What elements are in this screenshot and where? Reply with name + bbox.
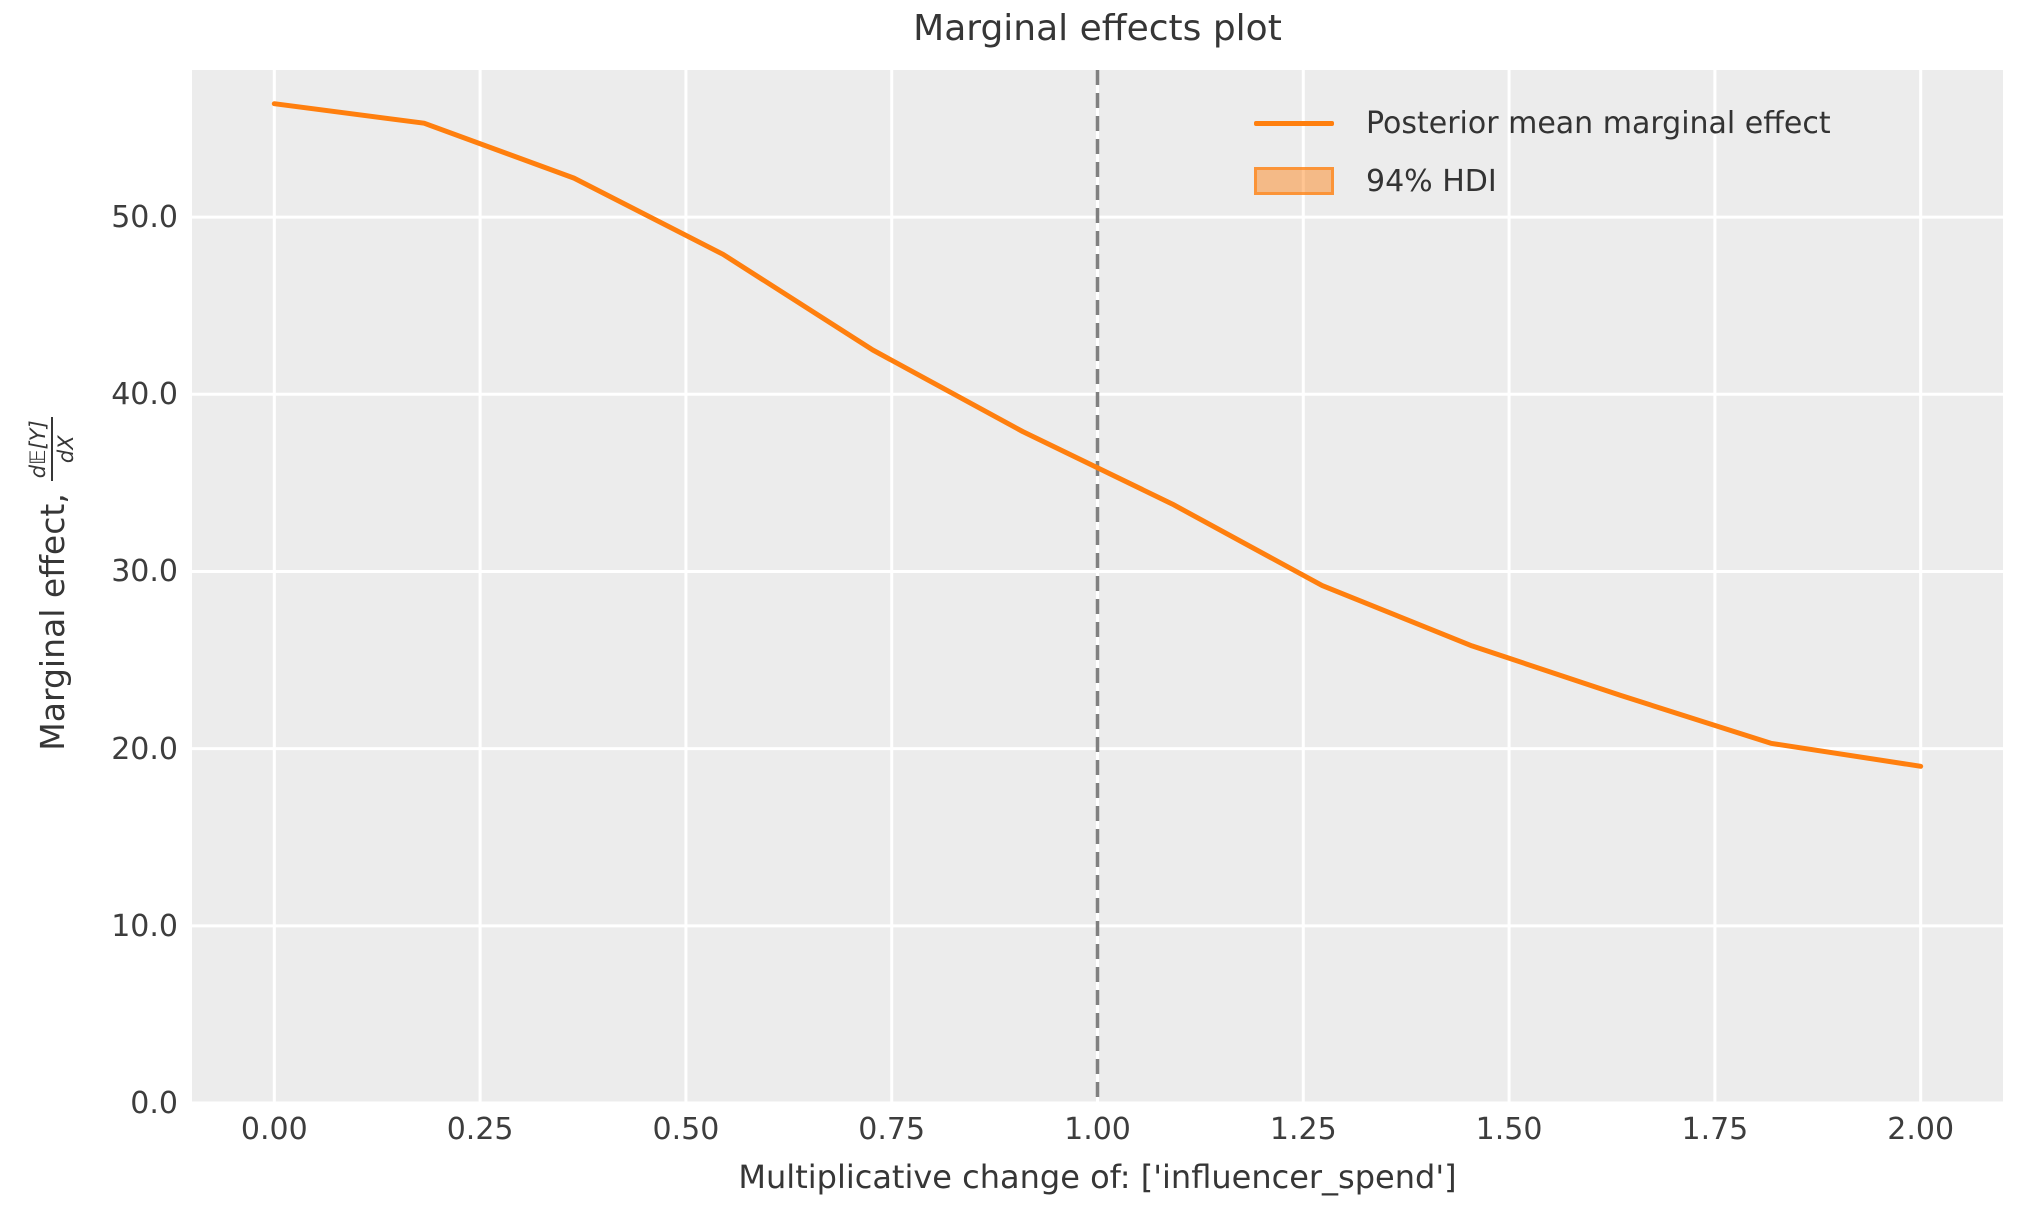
y-tick-label: 40.0 <box>111 377 178 413</box>
y-axis-label-fraction: d𝔼[Y] dX <box>25 417 78 482</box>
legend-item-hdi: 94% HDI <box>1254 152 1831 210</box>
legend-hdi-swatch <box>1254 167 1334 195</box>
x-tick-label: 1.50 <box>1475 1112 1543 1147</box>
legend-item-mean: Posterior mean marginal effect <box>1254 94 1831 152</box>
y-tick-label: 0.0 <box>130 1086 178 1121</box>
x-tick-label: 0.75 <box>858 1112 926 1147</box>
y-tick-label: 50.0 <box>111 200 178 236</box>
x-axis-label: Multiplicative change of: ['influencer_s… <box>738 1158 1457 1196</box>
fraction-denominator: dX <box>54 435 78 464</box>
x-tick-label: 0.50 <box>652 1112 720 1147</box>
legend-line-swatch <box>1254 120 1334 126</box>
plot-canvas <box>192 70 2003 1103</box>
x-tick-label: 0.25 <box>446 1112 514 1147</box>
y-tick-label: 10.0 <box>111 908 178 944</box>
y-tick-label: 30.0 <box>111 554 178 590</box>
x-tick-label: 2.00 <box>1887 1112 1955 1147</box>
y-axis-label-text: Marginal effect, <box>32 493 72 751</box>
posterior-mean-line <box>271 101 1924 769</box>
legend-label-hdi: 94% HDI <box>1366 163 1497 199</box>
legend-label-mean: Posterior mean marginal effect <box>1366 105 1831 141</box>
legend: Posterior mean marginal effect 94% HDI <box>1254 94 1831 210</box>
x-tick-label: 1.25 <box>1269 1112 1337 1147</box>
x-tick-label: 1.00 <box>1064 1112 1131 1147</box>
x-tick-label: 1.75 <box>1681 1112 1749 1147</box>
chart-title: Marginal effects plot <box>913 8 1282 49</box>
plot-area: Posterior mean marginal effect 94% HDI <box>192 70 2003 1103</box>
y-tick-label: 20.0 <box>111 731 178 767</box>
fraction-numerator: d𝔼[Y] <box>25 417 53 482</box>
x-tick-label: 0.00 <box>240 1112 308 1147</box>
